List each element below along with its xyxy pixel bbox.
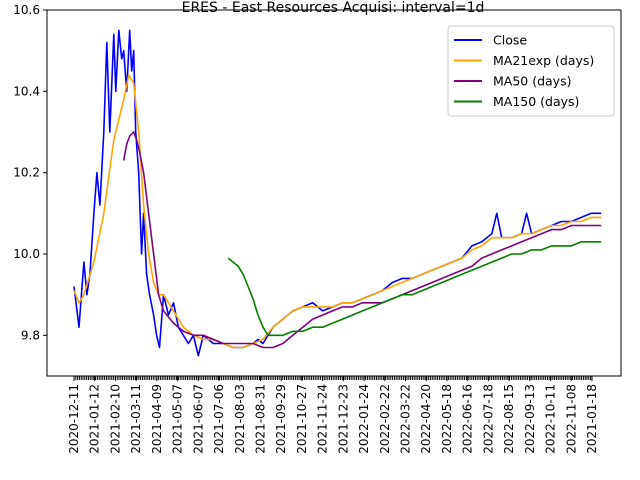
x-tick-label: 2021-08-31	[253, 384, 267, 454]
y-axis: 9.8 10.0 10.2 10.4 10.6	[13, 3, 47, 342]
y-tick-label: 10.4	[13, 84, 40, 98]
plot-area	[46, 9, 622, 377]
x-tick-label: 2021-12-23	[336, 384, 350, 454]
x-tick-label: 2022-10-11	[544, 384, 558, 454]
series-line-3	[227, 241, 602, 337]
x-axis: 2020-12-11 2021-01-12 2021-02-10 2021-03-11…	[67, 376, 599, 454]
legend-label: MA50 (days)	[493, 74, 571, 89]
x-tick-label: 2022-04-20	[419, 384, 433, 454]
x-tick-label: 2021-08-03	[233, 384, 247, 454]
x-tick-label: 2022-09-13	[523, 384, 537, 454]
x-tick-label: 2022-11-08	[564, 384, 578, 454]
x-tick-label: 2022-01-24	[357, 384, 371, 454]
x-tick-label: 2021-03-11	[129, 384, 143, 454]
y-tick-label: 9.8	[21, 328, 40, 342]
y-tick-label: 10.0	[13, 247, 40, 261]
legend-box	[447, 25, 615, 117]
legend: Close MA21exp (days) MA50 (days) MA150 (day…	[447, 25, 615, 117]
series-line-2	[122, 131, 602, 349]
x-tick-label: 2021-10-27	[295, 384, 309, 454]
series-lines	[73, 29, 602, 357]
x-tick-label: 2020-12-11	[67, 384, 81, 454]
x-tick-label: 2022-08-15	[502, 384, 516, 454]
y-tick-label: 10.6	[13, 3, 40, 17]
x-tick-label: 2021-06-07	[191, 384, 205, 454]
x-tick-label: 2021-09-29	[274, 384, 288, 454]
chart-title: ERES - East Resources Acquisi: interval=…	[182, 0, 485, 16]
y-tick-label: 10.2	[13, 166, 40, 180]
legend-label: MA21exp (days)	[493, 53, 594, 68]
series-line-1	[73, 74, 602, 349]
x-tick-label: 2021-05-07	[171, 384, 185, 454]
x-tick-label: 2022-07-18	[481, 384, 495, 454]
legend-label: MA150 (days)	[493, 94, 579, 109]
legend-label: Close	[493, 33, 527, 48]
x-tick-label: 2022-06-16	[461, 384, 475, 454]
x-tick-label: 2021-07-06	[212, 384, 226, 454]
x-tick-label: 2021-11-24	[316, 384, 330, 454]
x-tick-label: 2022-05-18	[440, 384, 454, 454]
x-tick-label: 2021-01-12	[88, 384, 102, 454]
x-tick-label: 2021-04-09	[150, 384, 164, 454]
x-tick-label: 2022-03-22	[399, 384, 413, 454]
x-tick-label: 2021-02-10	[108, 384, 122, 454]
x-tick-label: 2021-01-18	[585, 384, 599, 454]
x-tick-label: 2022-02-22	[378, 384, 392, 454]
